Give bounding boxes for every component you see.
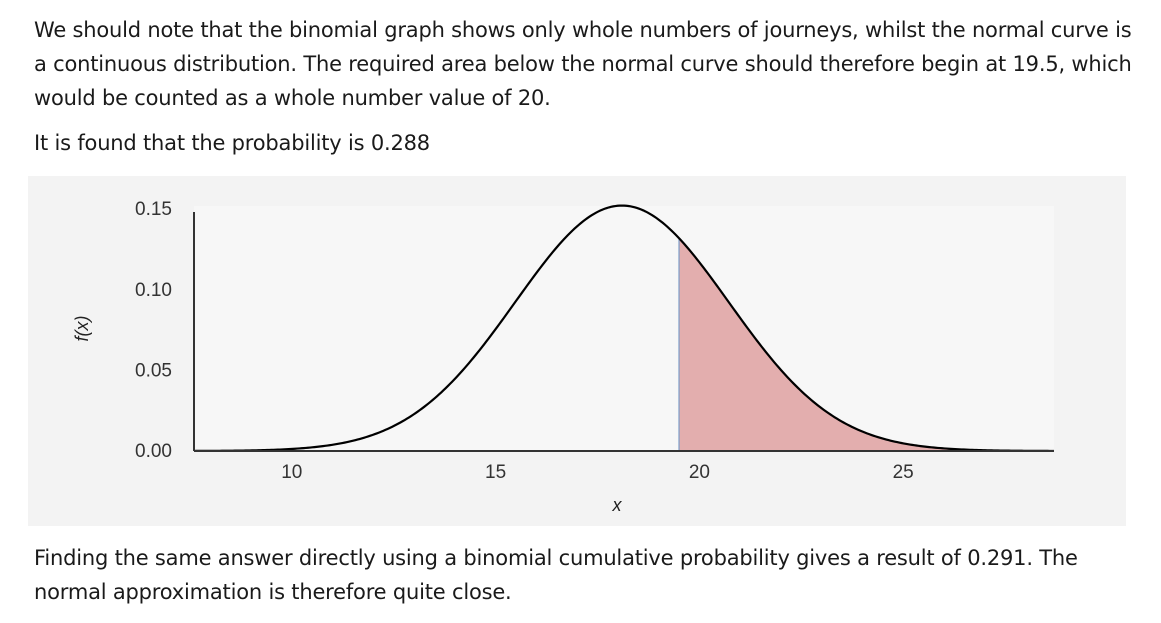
x-tick-label: 25 (893, 462, 914, 483)
x-axis-label: x (612, 495, 623, 515)
y-tick-label: 0.10 (135, 280, 172, 301)
y-tick-label: 0.05 (135, 360, 172, 381)
plot-area (194, 206, 1054, 451)
x-tick-label: 15 (485, 462, 506, 483)
normal-curve-chart: 0.00 0.05 0.10 0.15 10 15 20 25 x f(x) (28, 176, 1126, 526)
y-axis-label: f(x) (72, 316, 92, 342)
intro-paragraph: We should note that the binomial graph s… (34, 18, 1132, 110)
probability-statement: It is found that the probability is 0.28… (34, 131, 430, 155)
normal-density-curve (193, 204, 1054, 453)
x-tick-label: 20 (689, 462, 710, 483)
y-tick-label: 0.00 (135, 441, 172, 462)
y-tick-label: 0.15 (135, 199, 172, 220)
x-tick-label: 10 (281, 462, 302, 483)
shaded-probability-area (679, 238, 1054, 451)
conclusion-paragraph: Finding the same answer directly using a… (34, 546, 1078, 604)
